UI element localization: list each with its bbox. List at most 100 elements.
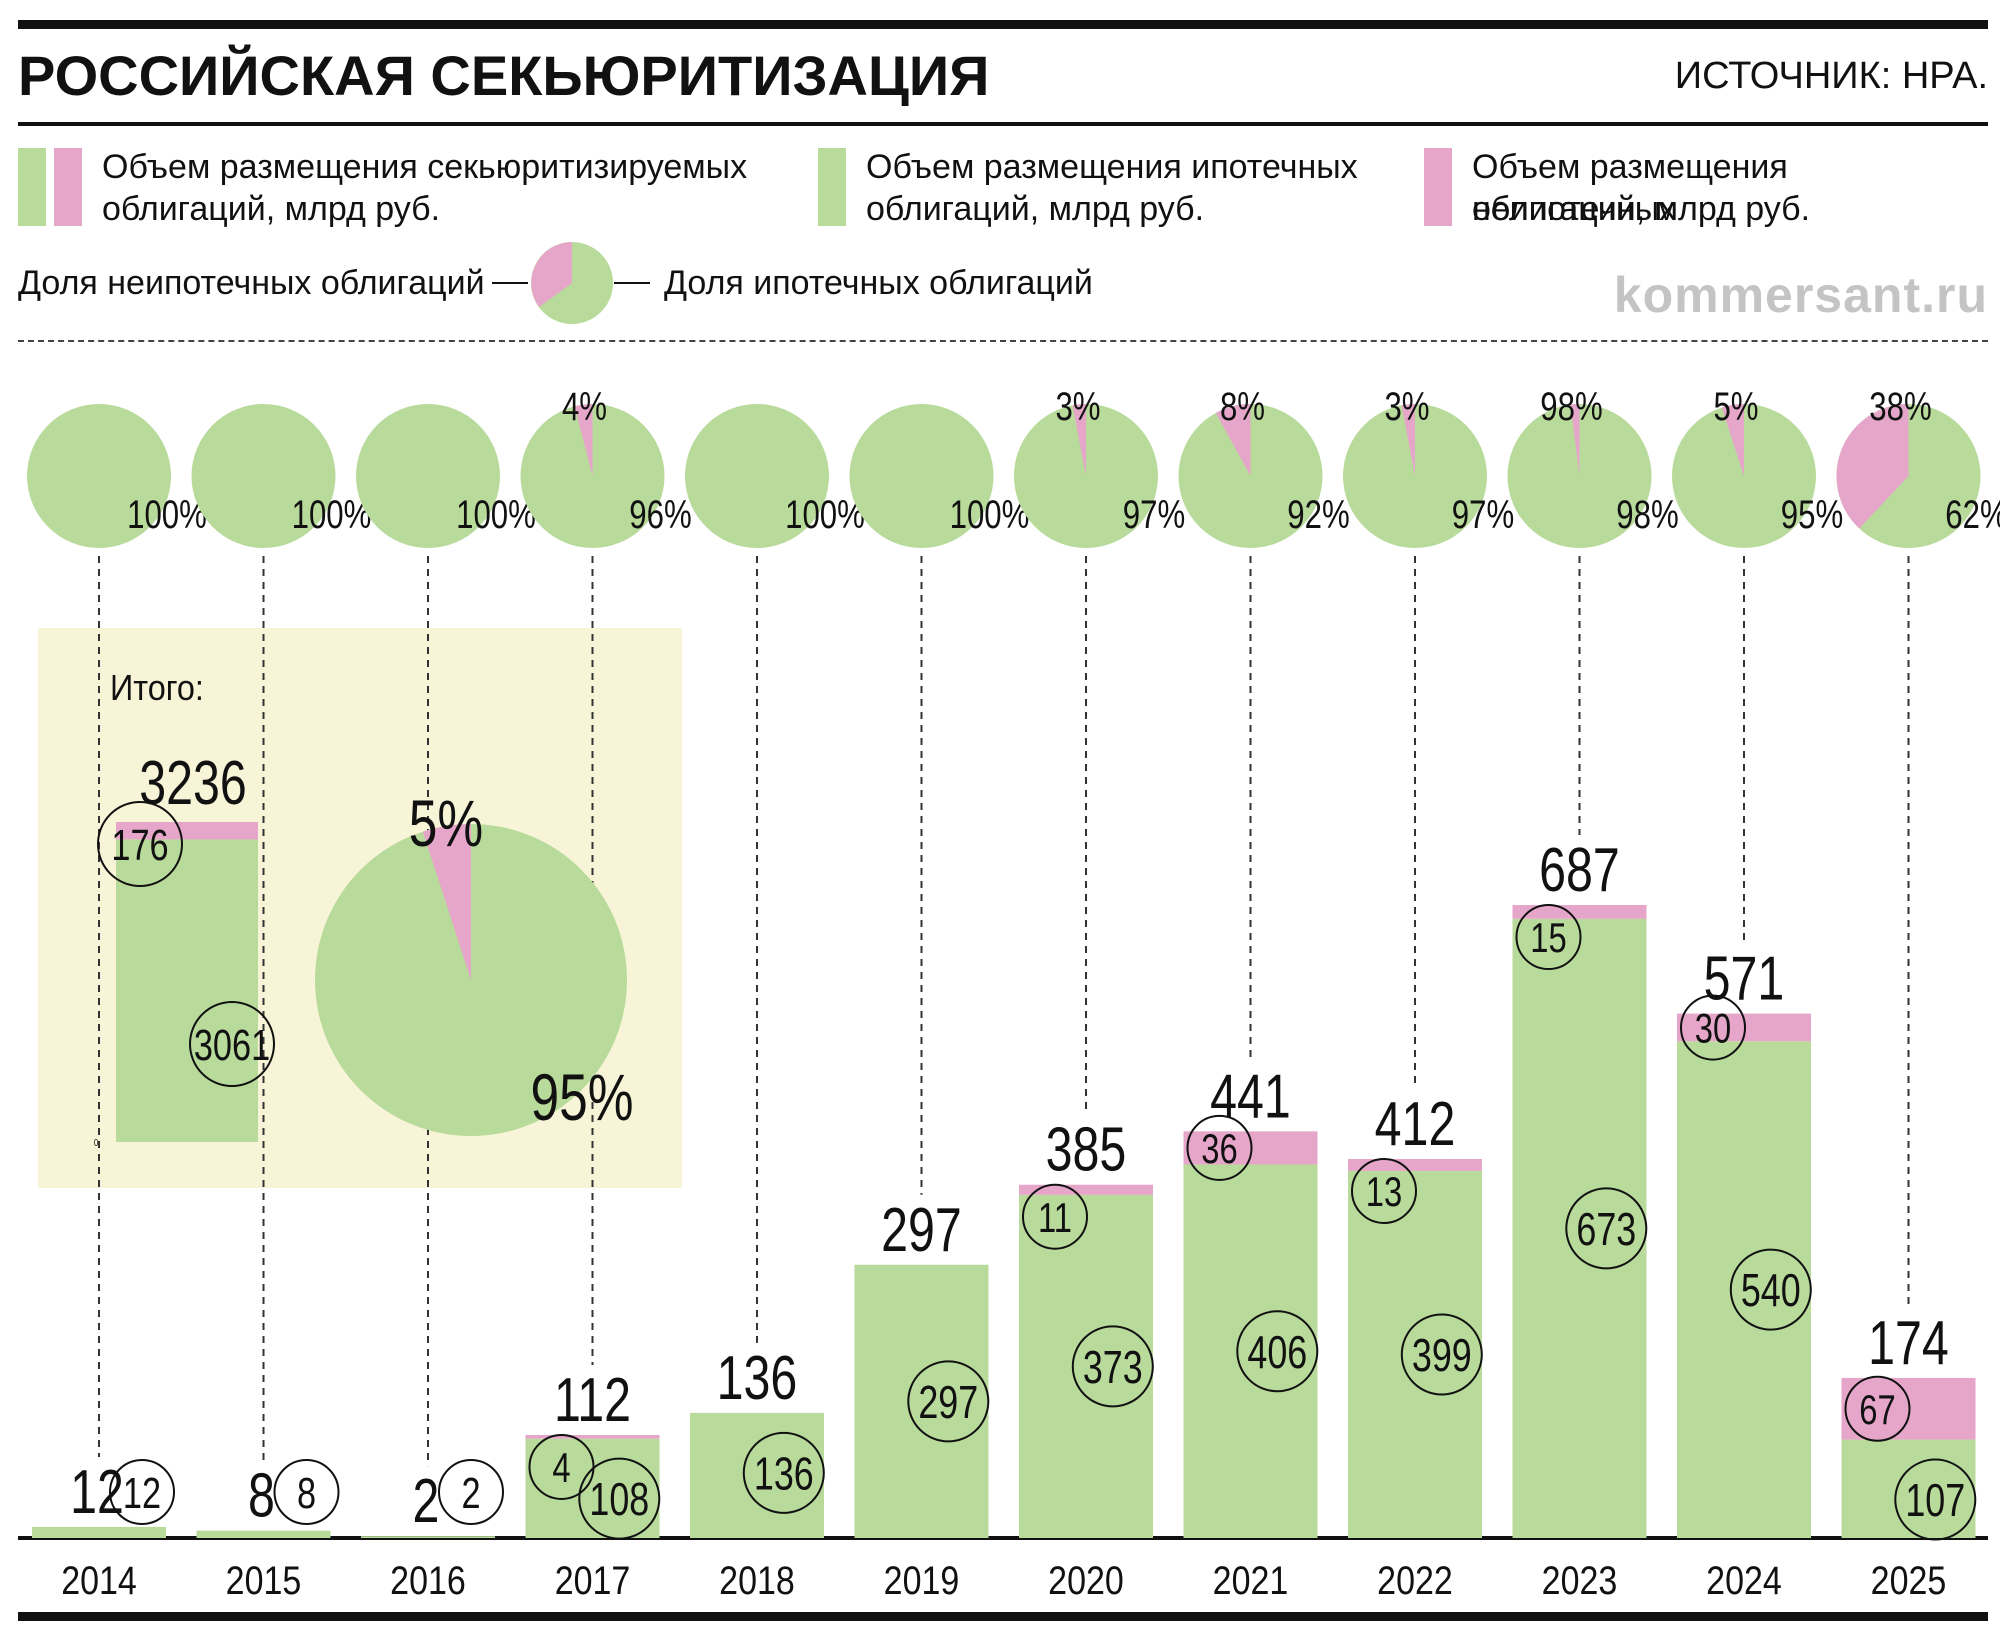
mortgage-value-2024-ring [1729, 1248, 1812, 1331]
x-tick-2019: 2019 [884, 1557, 960, 1602]
bar-nonmortgage-2023 [1512, 905, 1647, 919]
legend-share-mortgage: Доля ипотечных облигаций [664, 264, 1093, 302]
pie-label-mortgage-2014: 100% [127, 492, 207, 537]
inset-nonmortgage-value: 176 [111, 821, 168, 870]
total-label-2024: 571 [1704, 944, 1785, 1013]
nonmortgage-value-2021-ring [1186, 1114, 1253, 1181]
pie-slice-nonmortgage-2023 [1570, 404, 1580, 476]
x-tick-2015: 2015 [226, 1557, 302, 1602]
pie-slice-nonmortgage-2022 [1401, 404, 1415, 476]
nonmortgage-value-2017-ring [528, 1433, 595, 1500]
mortgage-value-2025: 107 [1905, 1475, 1965, 1526]
legend-share-pie-icon [531, 242, 613, 324]
pie-label-nonmortgage-2017: 4% [562, 384, 607, 429]
pie-label-nonmortgage-2023: 98% [1540, 384, 1602, 429]
inset-label: Итого: [110, 668, 204, 708]
nonmortgage-value-2017: 4 [552, 1444, 570, 1491]
x-tick-2024: 2024 [1706, 1557, 1782, 1602]
bar-mortgage-2019 [854, 1264, 989, 1538]
total-label-2022: 412 [1375, 1089, 1456, 1158]
bar-mortgage-2014 [32, 1526, 166, 1538]
bar-mortgage-2022 [1348, 1170, 1482, 1538]
pie-label-mortgage-2015: 100% [292, 492, 372, 537]
pie-slice-nonmortgage-2017 [574, 404, 593, 476]
bar-mortgage-2025 [1841, 1439, 1976, 1538]
bar-nonmortgage-2017 [525, 1434, 660, 1439]
mortgage-value-2021-ring [1236, 1310, 1319, 1393]
pie-2018 [685, 404, 829, 548]
pie-label-nonmortgage-2024: 5% [1713, 384, 1758, 429]
total-label-2021: 441 [1210, 1062, 1291, 1131]
nonmortgage-value-2020-ring [1022, 1183, 1088, 1250]
header-rule [18, 122, 1988, 126]
bar-mortgage-2017 [525, 1438, 660, 1538]
legend-mortgage-line2: облигаций, млрд руб. [866, 190, 1205, 228]
pie-label-nonmortgage-2021: 8% [1220, 384, 1265, 429]
legend-total-line2: облигаций, млрд руб. [102, 190, 441, 228]
bar-mortgage-2020 [1019, 1194, 1153, 1538]
mortgage-value-2015-ring [273, 1459, 340, 1525]
inset-pie-label-nonmortgage: 5% [409, 786, 483, 861]
legend-nonmortgage-line2: облигаций, млрд руб. [1472, 190, 1811, 228]
section-divider [18, 340, 1988, 342]
pie-label-mortgage-2023: 98% [1616, 492, 1678, 537]
legend-leader-left [492, 282, 528, 284]
legend-swatch-nonmortgage [1424, 148, 1452, 226]
total-label-2020: 385 [1046, 1115, 1127, 1184]
x-tick-2018: 2018 [719, 1557, 795, 1602]
total-label-2023: 687 [1539, 835, 1620, 904]
legend-mortgage-line1: Объем размещения ипотечных [866, 148, 1358, 186]
mortgage-value-2022-ring [1400, 1313, 1483, 1396]
pie-2014 [27, 404, 171, 548]
nonmortgage-value-2024: 30 [1695, 1005, 1731, 1052]
legend-nonmortgage-line1: Объем размещения неипотечных [1472, 148, 1788, 228]
pie-slice-nonmortgage-2024 [1721, 404, 1744, 476]
mortgage-value-2014-ring [109, 1459, 175, 1525]
mortgage-value-2020: 373 [1083, 1342, 1143, 1393]
pie-2019 [849, 404, 994, 548]
bar-mortgage-2015 [196, 1530, 331, 1538]
mortgage-value-2021: 406 [1247, 1327, 1307, 1378]
x-tick-2023: 2023 [1542, 1557, 1618, 1602]
top-rule [18, 20, 1988, 29]
pie-slice-nonmortgage-2021 [1215, 404, 1251, 476]
mortgage-value-2023: 673 [1576, 1204, 1636, 1255]
mortgage-value-2019-ring [907, 1360, 990, 1443]
pie-label-mortgage-2024: 95% [1781, 492, 1843, 537]
nonmortgage-value-2024-ring [1680, 994, 1746, 1061]
pie-slice-nonmortgage-2025 [1836, 404, 1909, 529]
bar-mortgage-2018 [690, 1412, 824, 1538]
legend-swatch-total-mortgage [18, 148, 46, 226]
total-label-2015: 8 [248, 1461, 275, 1530]
bar-nonmortgage-2020 [1019, 1184, 1153, 1195]
pie-label-mortgage-2019: 100% [950, 492, 1030, 537]
inset-pie-label-mortgage: 95% [530, 1060, 633, 1135]
x-tick-2014: 2014 [61, 1557, 137, 1602]
inset-nonmortgage-value-ring [97, 801, 183, 887]
inset-zero-label: 0 [94, 1137, 98, 1148]
inset-mortgage-value-ring [189, 1001, 275, 1087]
legend-total-line1: Объем размещения секьюритизируемых [102, 148, 748, 186]
total-label-2019: 297 [881, 1195, 962, 1264]
bottom-rule [18, 1612, 1988, 1621]
legend-share-nonmortgage: Доля неипотечных облигаций [18, 264, 485, 302]
pie-label-mortgage-2021: 92% [1287, 492, 1349, 537]
mortgage-value-2018-ring [742, 1431, 825, 1514]
inset-bar-nonmortgage [116, 822, 258, 840]
mortgage-value-2018: 136 [754, 1448, 814, 1499]
nonmortgage-value-2023-ring [1515, 904, 1582, 971]
bar-nonmortgage-2022 [1348, 1158, 1482, 1171]
x-tick-2021: 2021 [1213, 1557, 1289, 1602]
nonmortgage-value-2022-ring [1351, 1157, 1417, 1224]
total-label-2017: 112 [554, 1365, 631, 1434]
total-label-2018: 136 [717, 1343, 798, 1412]
watermark: kommersant.ru [1613, 267, 1988, 323]
legend-swatch-mortgage [818, 148, 846, 226]
mortgage-value-2025-ring [1894, 1458, 1977, 1541]
pie-label-mortgage-2016: 100% [456, 492, 536, 537]
pie-slice-nonmortgage-2020 [1072, 404, 1086, 476]
nonmortgage-value-2022: 13 [1366, 1168, 1402, 1215]
legend-leader-right [614, 282, 650, 284]
mortgage-value-2016: 2 [461, 1469, 480, 1518]
